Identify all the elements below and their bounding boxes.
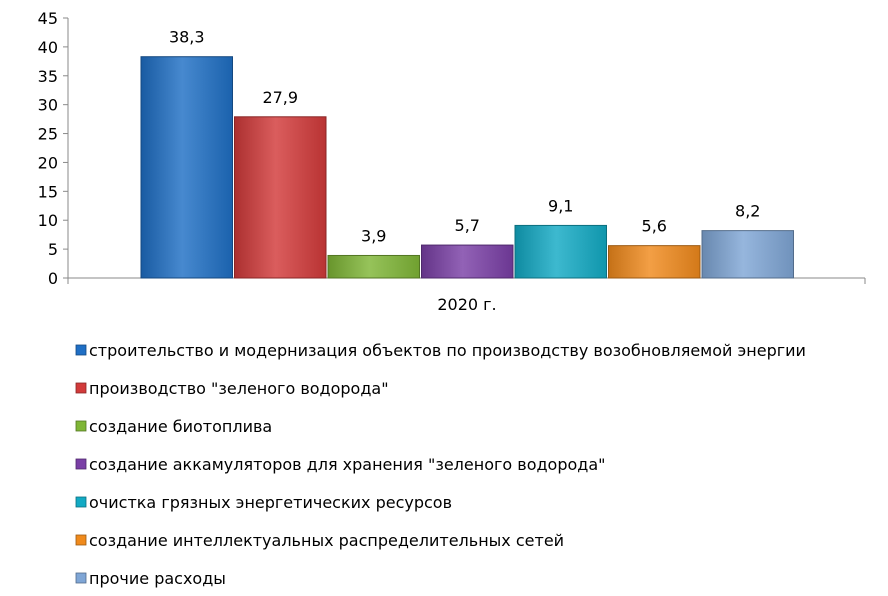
legend-swatch bbox=[75, 420, 87, 432]
data-label: 38,3 bbox=[169, 28, 205, 47]
y-tick-label: 25 bbox=[38, 125, 58, 144]
y-tick-label: 40 bbox=[38, 38, 58, 57]
y-tick-label: 15 bbox=[38, 182, 58, 201]
bars bbox=[140, 56, 794, 279]
bar bbox=[421, 244, 514, 279]
y-tick-label: 10 bbox=[38, 211, 58, 230]
legend-swatch bbox=[75, 458, 87, 470]
axes: 0 5 10 15 20 25 30 35 40 45 2020 г. bbox=[38, 9, 866, 314]
y-tick-label: 35 bbox=[38, 67, 58, 86]
legend-label: производство "зеленого водорода" bbox=[89, 379, 389, 398]
bar bbox=[234, 116, 327, 279]
legend-label: создание интеллектуальных распределитель… bbox=[89, 531, 564, 550]
data-label: 5,7 bbox=[455, 216, 480, 235]
data-label: 9,1 bbox=[548, 196, 573, 215]
data-label: 3,9 bbox=[361, 226, 386, 245]
legend: строительство и модернизация объектов по… bbox=[75, 341, 806, 588]
y-tick-label: 45 bbox=[38, 9, 58, 28]
y-tick-label: 20 bbox=[38, 153, 58, 172]
data-label: 5,6 bbox=[642, 217, 667, 236]
y-tick-label: 0 bbox=[48, 269, 58, 288]
data-labels: 38,3 27,9 3,9 5,7 9,1 5,6 8,2 bbox=[169, 28, 761, 246]
bar bbox=[140, 56, 233, 279]
legend-swatch bbox=[75, 534, 87, 546]
legend-swatch bbox=[75, 572, 87, 584]
legend-swatch bbox=[75, 344, 87, 356]
category-label: 2020 г. bbox=[437, 295, 496, 314]
legend-swatch bbox=[75, 382, 87, 394]
bar bbox=[608, 245, 701, 279]
data-label: 8,2 bbox=[735, 202, 760, 221]
legend-label: создание аккамуляторов для хранения "зел… bbox=[89, 455, 606, 474]
legend-label: создание биотоплива bbox=[89, 417, 272, 436]
bar bbox=[327, 254, 420, 279]
bar bbox=[514, 224, 607, 279]
data-label: 27,9 bbox=[262, 88, 298, 107]
legend-label: строительство и модернизация объектов по… bbox=[89, 341, 806, 360]
legend-label: прочие расходы bbox=[89, 569, 226, 588]
y-tick-label: 5 bbox=[48, 240, 58, 259]
y-tick-label: 30 bbox=[38, 96, 58, 115]
legend-label: очистка грязных энергетических ресурсов bbox=[89, 493, 452, 512]
bar bbox=[701, 230, 794, 279]
legend-swatch bbox=[75, 496, 87, 508]
